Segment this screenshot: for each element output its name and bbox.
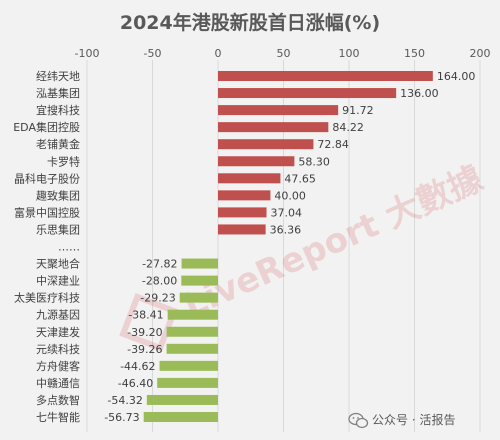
value-label: -28.00	[142, 275, 177, 288]
bar	[218, 71, 433, 81]
bar	[218, 156, 295, 167]
bar	[159, 360, 218, 371]
bar	[218, 88, 397, 99]
bar	[146, 394, 218, 405]
x-tick-label: 200	[470, 47, 491, 60]
category-label: 富景中国控股	[14, 205, 80, 219]
value-label: 91.72	[342, 104, 374, 117]
category-label: 九源基因	[36, 308, 80, 322]
value-label: -39.20	[127, 326, 162, 339]
bar	[218, 139, 314, 150]
category-label: ……	[58, 241, 80, 254]
labels: -100 -50 0 50 100 150 200 经纬天地 164.00 泓基集团 136.00 宜…	[13, 47, 490, 424]
category-label: 乐思集团	[36, 222, 80, 236]
value-label: -56.73	[104, 411, 139, 424]
gridlines	[86, 60, 481, 432]
value-label: 40.00	[274, 189, 306, 202]
value-label: 37.04	[271, 206, 303, 219]
x-tick-label: 100	[339, 47, 360, 60]
bar	[157, 377, 218, 388]
bars	[143, 71, 433, 422]
category-label: 泓基集团	[36, 86, 80, 100]
value-label: 36.36	[270, 223, 302, 236]
chart-title: 2024年港股新股首日涨幅(%)	[120, 11, 380, 34]
category-label: 七牛智能	[36, 410, 80, 424]
bar	[167, 309, 218, 320]
x-tick-label: 50	[277, 47, 291, 60]
bar	[166, 343, 218, 354]
category-label: 晶科电子股份	[14, 171, 80, 185]
source-label: 公众号 · 活报告	[372, 412, 455, 427]
category-label: 趣致集团	[36, 188, 80, 202]
category-label: 多点数智	[36, 393, 80, 407]
category-label: 老铺黄金	[36, 137, 80, 151]
value-label: 136.00	[400, 87, 439, 100]
value-label: -39.26	[127, 343, 162, 356]
bar	[218, 173, 281, 184]
value-label: 47.65	[284, 172, 316, 185]
x-tick-label: -50	[144, 47, 162, 60]
value-label: -29.23	[140, 292, 175, 305]
bar	[166, 326, 218, 337]
value-label: 164.00	[437, 70, 476, 83]
category-label: 中深建业	[36, 274, 80, 288]
value-label: 58.30	[298, 155, 330, 168]
category-label: 元续科技	[36, 342, 80, 356]
value-label: -46.40	[118, 377, 153, 390]
category-label: 中赣通信	[36, 376, 80, 390]
bar	[179, 292, 218, 303]
x-tick-label: 150	[404, 47, 425, 60]
watermark-text: LiveReport 大數據	[178, 158, 490, 326]
bar	[181, 275, 218, 286]
x-tick-label: 0	[215, 47, 222, 60]
category-label: 天津建发	[36, 325, 80, 339]
value-label: -54.32	[107, 394, 142, 407]
bar	[181, 258, 218, 269]
bar	[218, 105, 339, 116]
source-footer: 公众号 · 活报告	[348, 412, 455, 429]
value-label: -44.62	[120, 360, 155, 373]
category-label: 宜搜科技	[36, 103, 80, 117]
value-label: 72.84	[317, 138, 349, 151]
wechat-icon	[348, 412, 369, 429]
bar	[218, 190, 271, 201]
value-label: -27.82	[142, 258, 177, 271]
category-label: 太美医疗科技	[14, 291, 80, 305]
value-label: -38.41	[128, 309, 163, 322]
value-label: 84.22	[332, 121, 364, 134]
x-tick-label: -100	[75, 47, 100, 60]
category-label: 经纬天地	[36, 70, 80, 83]
category-label: 卡罗特	[47, 154, 80, 168]
bar	[218, 207, 267, 218]
bar	[143, 412, 218, 422]
category-label: 方舟健客	[36, 359, 80, 373]
bar	[218, 224, 266, 235]
category-label: 天聚地合	[36, 257, 80, 271]
category-label: EDA集团控股	[13, 120, 80, 134]
bar	[218, 122, 329, 133]
